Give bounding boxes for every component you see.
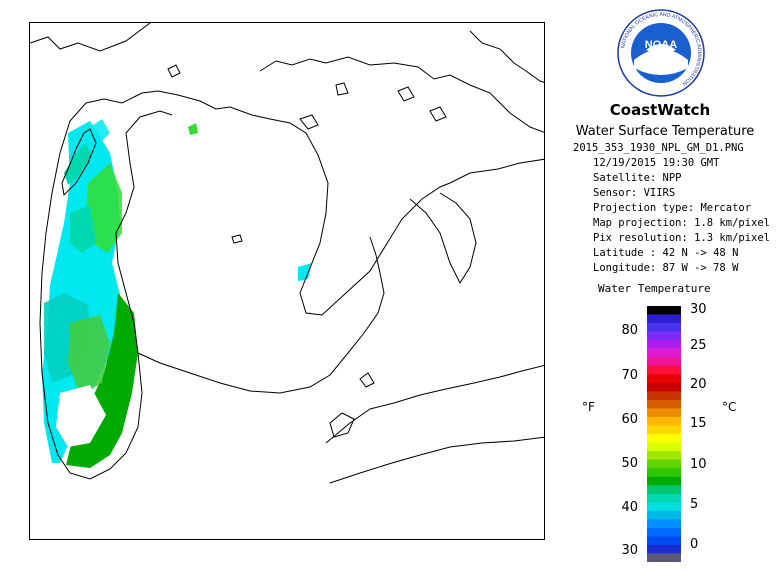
colorbar-swatch — [647, 442, 681, 452]
colorbar-swatch — [647, 468, 681, 477]
coastline-ontario-north — [469, 30, 544, 83]
colorbar-swatch — [647, 502, 681, 512]
info-latitude: Latitude : 42 N -> 48 N — [593, 247, 739, 259]
coastline-lake-huron-north — [259, 56, 544, 133]
unit-fahrenheit: °F — [582, 400, 595, 414]
colorbar-swatch — [647, 519, 681, 529]
coastlines — [30, 23, 544, 484]
coastline-lake-michigan-west — [39, 102, 173, 480]
fahrenheit-tick-label: 70 — [621, 368, 638, 383]
colorbar-swatch — [647, 323, 681, 332]
coastline-lower-peninsula-east — [137, 236, 385, 394]
colorbar-swatch — [647, 527, 681, 537]
coastline-island-2 — [231, 234, 243, 244]
colorbar-swatch — [647, 314, 681, 324]
fahrenheit-tick-label: 30 — [621, 543, 638, 558]
celsius-tick-label: 30 — [690, 302, 707, 317]
unit-celsius: °C — [722, 400, 737, 414]
colorbar-swatch — [647, 425, 681, 435]
info-datetime: 12/19/2015 19:30 GMT — [593, 157, 720, 169]
coastline-island-4 — [397, 86, 415, 102]
colorbar-swatch — [647, 510, 681, 520]
coastline-island-5 — [299, 114, 319, 130]
colorbar-swatch — [647, 348, 681, 358]
celsius-tick-label: 5 — [690, 497, 699, 512]
sst-data-small-patches — [188, 123, 312, 281]
colorbar-swatch — [647, 553, 681, 562]
noaa-logo-text: NOAA — [645, 39, 677, 51]
coastline-island-6 — [429, 106, 447, 122]
colorbar-swatch — [647, 331, 681, 341]
info-longitude: Longitude: 87 W -> 78 W — [593, 262, 739, 274]
colorbar — [647, 306, 681, 562]
celsius-tick-label: 0 — [690, 537, 699, 552]
colorbar-swatch — [647, 365, 681, 375]
sst-green-patch-mid — [68, 315, 110, 395]
fahrenheit-tick-label: 50 — [621, 456, 638, 471]
colorbar-swatch — [647, 434, 681, 443]
celsius-tick-label: 20 — [690, 377, 707, 392]
sst-white-gap — [56, 385, 106, 447]
colorbar-swatch — [647, 306, 681, 315]
colorbar-swatch — [647, 374, 681, 384]
scale-title: Water Temperature — [598, 282, 711, 295]
coastline-lake-erie — [325, 364, 544, 444]
sst-teal-patch-upper — [70, 205, 96, 253]
product-title: Water Surface Temperature — [575, 124, 755, 139]
colorbar-swatch — [647, 357, 681, 367]
coastline-lake-st-clair — [329, 412, 355, 438]
coastline-lake-erie-south — [329, 436, 544, 484]
coastline-island-3 — [335, 82, 349, 96]
info-satellite: Satellite: NPP — [593, 172, 682, 184]
colorbar-swatch — [647, 416, 681, 426]
celsius-tick-label: 25 — [690, 338, 707, 353]
colorbar-swatch — [647, 340, 681, 349]
coastline-door-peninsula — [61, 128, 97, 197]
sst-data-lake-michigan — [42, 119, 138, 468]
info-pix-resolution: Pix resolution: 1.3 km/pixel — [593, 232, 771, 244]
colorbar-swatch — [647, 382, 681, 392]
sst-lake-huron-patch — [298, 263, 312, 281]
info-projection: Projection type: Mercator — [593, 202, 752, 214]
colorbar-swatch — [647, 536, 681, 546]
info-filename: 2015_353_1930_NPL_GM_D1.PNG — [573, 142, 744, 154]
sst-nw-strip — [64, 143, 92, 185]
fahrenheit-tick-label: 40 — [621, 500, 638, 515]
map-panel — [29, 22, 545, 540]
map-canvas — [30, 23, 544, 484]
sst-north-patch — [188, 123, 198, 135]
noaa-logo-icon: NOAA NATIONAL OCEANIC AND ATMOSPHERIC AD… — [617, 9, 705, 97]
fahrenheit-tick-label: 60 — [621, 412, 638, 427]
colorbar-swatch — [647, 485, 681, 495]
colorbar-swatch — [647, 391, 681, 401]
colorbar-swatch — [647, 451, 681, 460]
coastline-lake-superior-south — [30, 23, 151, 52]
sst-green-band-north — [86, 163, 122, 253]
coastline-island-1 — [167, 64, 181, 78]
colorbar-swatch — [647, 493, 681, 503]
colorbar-swatch — [647, 544, 681, 554]
coastline-georgian-bay — [409, 192, 477, 285]
coastline-upper-peninsula — [85, 90, 544, 316]
brand-title: CoastWatch — [609, 101, 711, 119]
colorbar-swatch — [647, 459, 681, 469]
colorbar-swatch — [647, 399, 681, 409]
info-sensor: Sensor: VIIRS — [593, 187, 676, 199]
info-map-projection: Map projection: 1.8 km/pixel — [593, 217, 771, 229]
celsius-tick-label: 15 — [690, 416, 707, 431]
colorbar-swatch — [647, 476, 681, 486]
coastline-island-7 — [359, 372, 375, 388]
celsius-tick-label: 10 — [690, 457, 707, 472]
fahrenheit-tick-label: 80 — [621, 323, 638, 338]
colorbar-swatch — [647, 408, 681, 418]
